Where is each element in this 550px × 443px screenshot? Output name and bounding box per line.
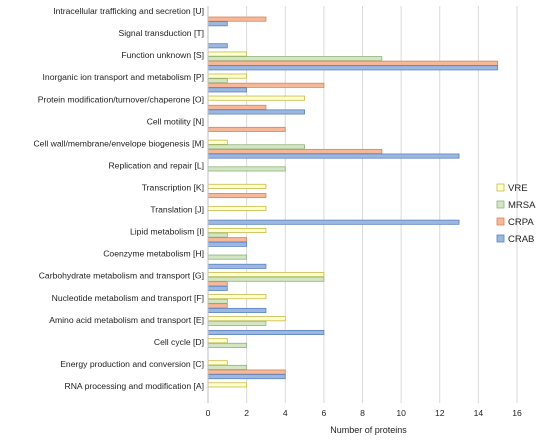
bar-mrsa (207, 276, 325, 282)
bar-mrsa (207, 320, 267, 326)
category-label: Cell cycle [D] (154, 337, 204, 347)
legend-swatch-crpa (496, 217, 505, 226)
x-tick-labels: 0 2 4 6 8 10 12 14 16 (206, 408, 522, 418)
bar-vre (207, 227, 267, 233)
bar-crpa (207, 82, 325, 88)
category-label: Inorganic ion transport and metabolism [… (43, 72, 204, 82)
category-label: Signal transduction [T] (118, 28, 204, 38)
legend-label-crab: CRAB (508, 234, 534, 245)
bar-vre (207, 73, 248, 79)
bar-crpa (207, 16, 267, 22)
category-label: RNA processing and modification [A] (65, 381, 204, 391)
bar-crab (207, 43, 228, 49)
category-label: Lipid metabolism [I] (130, 227, 204, 237)
bar-mrsa (207, 298, 228, 304)
bar-crab (207, 263, 267, 269)
bar-vre (207, 95, 305, 101)
x-tick-label: 16 (512, 408, 522, 418)
category-label: Protein modification/turnover/chaperone … (38, 94, 204, 104)
legend-label-vre: VRE (508, 183, 528, 194)
bar-vre (207, 51, 248, 57)
bar-crpa (207, 60, 499, 66)
legend-swatch-crab (496, 234, 505, 243)
legend-swatch-vre (496, 183, 505, 192)
bar-mrsa (207, 144, 305, 150)
bar-vre (207, 382, 248, 388)
bar-crab (207, 65, 499, 71)
legend-label-crpa: CRPA (508, 217, 534, 228)
bar-crab (207, 87, 248, 93)
bar-crpa (207, 303, 228, 309)
bar-crab (207, 153, 460, 159)
bar-vre (207, 294, 267, 300)
category-label: Nucleotide metabolism and transport [F] (52, 293, 204, 303)
bar-crpa (207, 148, 383, 154)
x-tick-label: 14 (474, 408, 484, 418)
category-label: Amino acid metabolism and transport [E] (49, 315, 204, 325)
x-tick-label: 4 (283, 408, 288, 418)
category-label: Transcription [K] (142, 182, 204, 192)
x-tick-label: 6 (321, 408, 326, 418)
bar-mrsa (207, 78, 228, 84)
category-label: Cell wall/membrane/envelope biogenesis [… (33, 138, 204, 148)
bar-crab (207, 219, 460, 225)
x-tick-label: 10 (396, 408, 406, 418)
category-labels: Intracellular trafficking and secretion … (33, 6, 204, 391)
bar-vre (207, 360, 228, 366)
bar-crpa (207, 104, 267, 110)
bar-mrsa (207, 56, 383, 62)
bar-crpa (207, 126, 286, 132)
bar-crab (207, 109, 305, 115)
category-label: Translation [J] (150, 205, 204, 215)
category-label: Function unknown [S] (121, 50, 204, 60)
x-axis-title: Number of proteins (330, 425, 407, 435)
bar-vre (207, 338, 228, 344)
bar-crab (207, 285, 228, 291)
bar-vre (207, 183, 267, 189)
bar-crab (207, 374, 286, 380)
grid (246, 6, 518, 403)
x-tick-label: 12 (435, 408, 445, 418)
bars (207, 16, 499, 388)
category-label: Intracellular trafficking and secretion … (53, 6, 204, 16)
bar-crab (207, 241, 248, 247)
bar-vre (207, 139, 228, 145)
x-tick-label: 8 (360, 408, 365, 418)
category-label: Replication and repair [L] (108, 160, 204, 170)
legend-swatch-mrsa (496, 200, 505, 209)
bar-vre (207, 205, 267, 211)
legend: VRE MRSA CRPA CRAB (496, 183, 536, 245)
category-label: Energy production and conversion [C] (60, 359, 204, 369)
category-label: Coenzyme metabolism [H] (103, 249, 204, 259)
bar-vre (207, 316, 286, 322)
bar-crab (207, 330, 325, 336)
bar-vre (207, 272, 325, 278)
bar-crpa (207, 281, 228, 287)
bar-crpa (207, 369, 286, 375)
x-tick-label: 0 (206, 408, 211, 418)
bar-crab (207, 307, 267, 313)
bar-crab (207, 21, 228, 27)
x-tick-label: 2 (244, 408, 249, 418)
bar-mrsa (207, 342, 248, 348)
bar-mrsa (207, 166, 286, 172)
bar-crpa (207, 237, 248, 243)
category-label: Cell motility [N] (147, 116, 204, 126)
bar-crpa (207, 193, 267, 199)
bar-mrsa (207, 254, 248, 260)
bar-mrsa (207, 232, 228, 238)
category-label: Carbohydrate metabolism and transport [G… (39, 271, 204, 281)
bar-mrsa (207, 364, 248, 370)
legend-label-mrsa: MRSA (508, 200, 536, 211)
